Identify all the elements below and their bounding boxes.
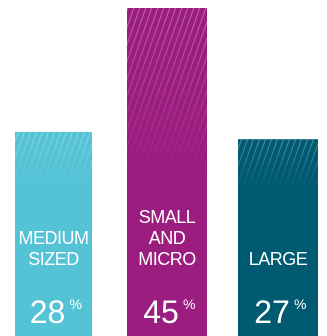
bar-group-large: LARGE 27% — [206, 139, 327, 336]
texture-line — [90, 177, 92, 182]
value-unit-medium-sized: % — [70, 296, 82, 312]
bar-texture-small-and-micro — [127, 8, 327, 173]
category-label-medium-sized: MEDIUM — [19, 228, 89, 248]
texture-fade-rect — [15, 131, 92, 182]
value-unit-large: % — [294, 296, 306, 312]
category-label-small-and-micro: MICRO — [138, 249, 196, 269]
value-label-medium-sized: 28 — [30, 294, 66, 330]
texture-line — [103, 132, 121, 182]
value-label-large: 27 — [254, 294, 290, 330]
category-label-medium-sized: SIZED — [28, 249, 79, 269]
texture-line — [0, 132, 13, 182]
texture-line — [97, 132, 115, 182]
texture-line — [206, 139, 224, 189]
texture-line — [212, 139, 230, 189]
value-unit-small-and-micro: % — [183, 296, 195, 312]
texture-line — [0, 132, 7, 182]
category-label-small-and-micro: SMALL — [139, 207, 196, 227]
texture-line — [109, 132, 127, 182]
category-label-small-and-micro: AND — [149, 228, 186, 248]
texture-fade-rect — [127, 8, 207, 173]
texture-line — [320, 139, 327, 189]
texture-fade-rect — [238, 139, 318, 190]
category-label-large: LARGE — [249, 249, 308, 269]
value-label-small-and-micro: 45 — [143, 294, 179, 330]
texture-line — [0, 132, 1, 182]
texture-line — [218, 139, 236, 189]
texture-line — [322, 8, 327, 173]
bar-texture-medium-sized — [0, 131, 127, 182]
bar-texture-large — [206, 139, 327, 190]
